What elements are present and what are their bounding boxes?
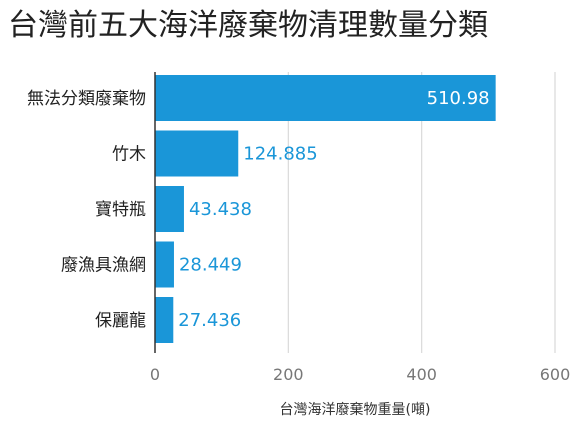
value-label: 510.98 [427, 88, 490, 109]
value-label: 43.438 [189, 199, 252, 220]
x-tick-label: 200 [273, 365, 304, 384]
category-label: 保麗龍 [95, 311, 146, 331]
x-tick-labels: 0 200 400 600 [150, 365, 570, 384]
bar [155, 186, 184, 232]
bar [155, 130, 239, 177]
x-tick-label: 400 [406, 365, 437, 384]
category-label: 無法分類廢棄物 [27, 89, 146, 109]
value-labels: 510.98 124.885 43.438 28.449 27.436 [178, 88, 489, 331]
bar [155, 75, 496, 121]
value-label: 28.449 [179, 255, 242, 276]
value-label: 124.885 [243, 144, 317, 165]
x-tick-label: 0 [150, 365, 160, 384]
category-label: 竹木 [112, 145, 146, 165]
chart-title: 台灣前五大海洋廢棄物清理數量分類 [8, 8, 488, 43]
bar [155, 297, 174, 343]
bars [155, 75, 496, 343]
x-axis-title: 台灣海洋廢棄物重量(噸) [280, 401, 431, 418]
category-label: 寶特瓶 [95, 199, 146, 220]
category-label: 廢漁具漁網 [61, 256, 146, 276]
value-label: 27.436 [178, 310, 241, 331]
x-tick-label: 600 [540, 365, 571, 384]
bar [155, 241, 174, 288]
